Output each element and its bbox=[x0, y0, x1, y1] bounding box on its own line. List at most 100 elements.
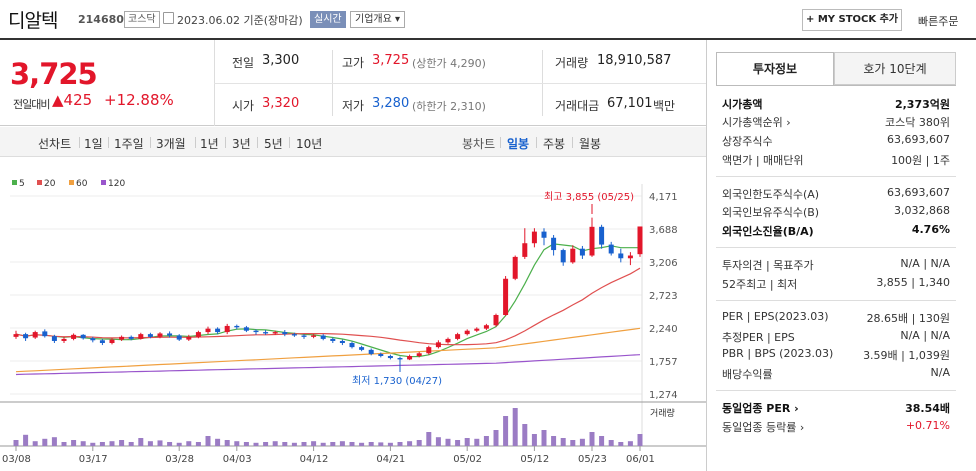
candle-body bbox=[263, 332, 269, 334]
volume-bar bbox=[195, 442, 201, 446]
tab-10y[interactable]: 10년 bbox=[296, 137, 323, 151]
change-percent: +12.88% bbox=[104, 91, 174, 109]
tab-hoga-10[interactable]: 호가 10단계 bbox=[834, 52, 956, 85]
volume-bar bbox=[263, 442, 269, 446]
candle-body bbox=[541, 231, 547, 238]
candle-body bbox=[42, 331, 48, 337]
section-divider bbox=[716, 176, 956, 177]
company-overview-dropdown[interactable]: 기업개요 ▾ bbox=[350, 11, 406, 28]
realtime-button[interactable]: 실시간 bbox=[310, 11, 346, 28]
candle-body bbox=[215, 328, 221, 333]
high-annotation: 최고 3,855 (05/25) bbox=[544, 191, 634, 203]
tab-candle-chart[interactable]: 봉차트 bbox=[462, 137, 496, 151]
info-row-value: 63,693,607 bbox=[887, 133, 950, 146]
volume-bar bbox=[13, 440, 19, 446]
candle-body bbox=[71, 334, 77, 339]
y-tick-label: 1,274 bbox=[649, 390, 678, 401]
info-row: 추정PER | EPS N/A | N/A bbox=[722, 329, 950, 346]
base-date: 2023.06.02 기준(장마감) bbox=[177, 14, 303, 27]
volume-bar bbox=[167, 442, 173, 446]
moving-average-lines bbox=[15, 243, 641, 376]
volume-bar bbox=[522, 424, 528, 446]
volume-bar bbox=[147, 441, 153, 446]
x-tick-label: 03/08 bbox=[2, 454, 31, 465]
volume-bar bbox=[387, 442, 393, 446]
info-row: 외국인소진율(B/A) 4.76% bbox=[722, 223, 950, 240]
info-row: 시가총액순위 › 코스닥 380위 bbox=[722, 114, 950, 131]
volume-bar bbox=[157, 440, 163, 446]
low-annotation: 최저 1,730 (04/27) bbox=[352, 375, 442, 387]
candle-body bbox=[13, 334, 19, 337]
divider bbox=[195, 137, 196, 148]
volume-bar bbox=[330, 442, 336, 446]
ma120-line bbox=[15, 354, 641, 376]
candle-body bbox=[119, 336, 125, 340]
volume-bar bbox=[42, 438, 48, 446]
volume-label: 거래량 bbox=[555, 56, 589, 70]
candle-body bbox=[291, 334, 297, 336]
candle-body bbox=[128, 336, 134, 339]
info-row-value: 63,693,607 bbox=[887, 186, 950, 199]
divider bbox=[79, 137, 80, 148]
info-row-label: 외국인한도주식수(A) bbox=[722, 188, 820, 201]
volume-bar bbox=[599, 436, 605, 446]
candle-body bbox=[349, 343, 355, 348]
volume-bar bbox=[349, 442, 355, 446]
open-value: 3,320 bbox=[262, 96, 300, 111]
chart-grid: 4,171 3,688 3,206 2,723 2,240 1,757 1,274 03/08… bbox=[0, 184, 706, 465]
chevron-down-icon: ▾ bbox=[395, 14, 401, 25]
candle-body bbox=[320, 335, 326, 339]
chart-labels: 최고 3,855 (05/25) 최저 1,730 (04/27) 거래량 bbox=[352, 191, 675, 419]
amount-unit: 백만 bbox=[653, 99, 676, 113]
info-row-label: 액면가 | 매매단위 bbox=[722, 154, 804, 167]
info-row-value: 28.65배 | 130원 bbox=[866, 312, 950, 325]
candle-body bbox=[176, 335, 182, 340]
tab-line-chart[interactable]: 선차트 bbox=[38, 137, 72, 151]
tab-invest-info[interactable]: 투자정보 bbox=[716, 52, 834, 85]
x-tick-label: 05/02 bbox=[453, 454, 482, 465]
tab-1d[interactable]: 1일 bbox=[84, 137, 103, 151]
candle-body bbox=[90, 338, 96, 341]
tab-daily[interactable]: 일봉 bbox=[507, 137, 530, 151]
candle-body bbox=[407, 355, 413, 360]
volume-bar bbox=[493, 430, 499, 446]
quick-order-link[interactable]: 빠른주문 bbox=[918, 15, 959, 28]
legend-label-5: 5 bbox=[19, 179, 25, 189]
info-row: 액면가 | 매매단위 100원 | 1주 bbox=[722, 152, 950, 169]
tab-1w[interactable]: 1주일 bbox=[114, 137, 144, 151]
volume-bar bbox=[589, 432, 595, 446]
candle-body bbox=[368, 349, 374, 354]
candlestick-chart[interactable]: 5 20 60 120 4,171 3,688 3,206 2,723 2,240 1,757 1… bbox=[0, 170, 706, 471]
volume-bar bbox=[282, 442, 288, 446]
add-mystock-button[interactable]: + MY STOCK 추가 bbox=[802, 9, 902, 31]
volume-bar bbox=[531, 434, 537, 446]
volume-bar bbox=[61, 442, 67, 446]
info-row: PER | EPS(2023.03) 28.65배 | 130원 bbox=[722, 310, 950, 327]
low-label: 저가 bbox=[342, 99, 365, 113]
candle-body bbox=[435, 342, 441, 348]
tab-3m[interactable]: 3개월 bbox=[156, 137, 186, 151]
calendar-icon bbox=[163, 12, 174, 24]
stock-header: 디알텍 214680 코스닥 2023.06.02 기준(장마감) 실시간 기업… bbox=[0, 0, 976, 40]
tab-5y[interactable]: 5년 bbox=[264, 137, 283, 151]
info-row: 동일업종 등락률 › +0.71% bbox=[722, 419, 950, 436]
volume-bar bbox=[119, 440, 125, 446]
tab-weekly[interactable]: 주봉 bbox=[543, 137, 566, 151]
legend-swatch bbox=[37, 180, 42, 185]
info-row-label: 추정PER | EPS bbox=[722, 331, 795, 344]
candle-body bbox=[378, 353, 384, 356]
info-row-label: 시가총액 bbox=[722, 98, 763, 111]
high-label: 고가 bbox=[342, 56, 365, 70]
upper-limit: (상한가 4,290) bbox=[412, 57, 486, 70]
volume-bar bbox=[618, 442, 624, 446]
x-tick-label: 03/28 bbox=[165, 454, 194, 465]
tab-monthly[interactable]: 월봉 bbox=[579, 137, 602, 151]
candle-body bbox=[138, 334, 144, 339]
tab-3y[interactable]: 3년 bbox=[232, 137, 251, 151]
tab-1y[interactable]: 1년 bbox=[200, 137, 219, 151]
volume-bar bbox=[541, 430, 547, 446]
divider bbox=[536, 137, 537, 148]
candle-body bbox=[560, 250, 566, 263]
divider bbox=[225, 137, 226, 148]
candle-body bbox=[330, 338, 336, 341]
